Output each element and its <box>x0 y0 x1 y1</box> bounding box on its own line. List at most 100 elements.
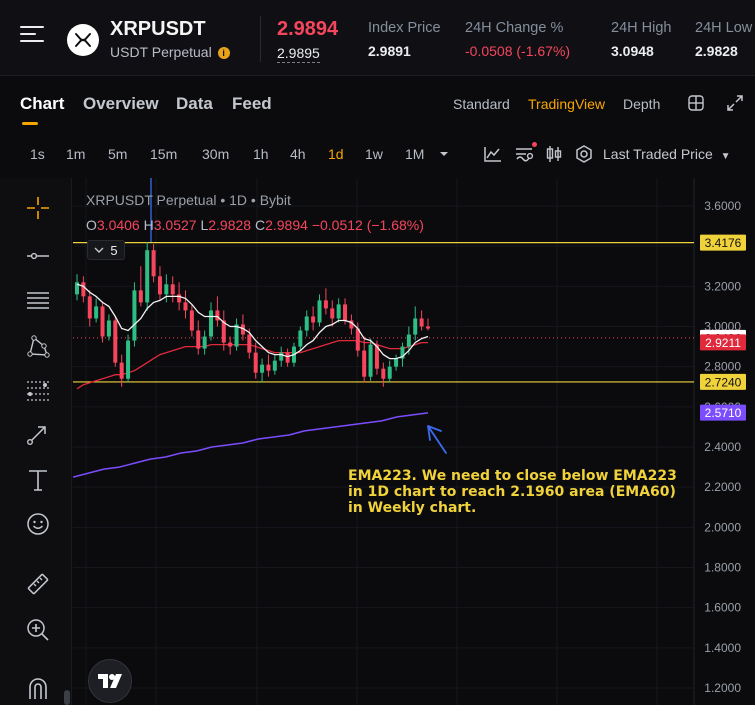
candle-body <box>368 344 373 377</box>
view-depth[interactable]: Depth <box>623 96 661 112</box>
stat-24h-change: 24H Change % -0.0508 (-1.67%) <box>465 20 570 59</box>
horizontal-line-icon[interactable] <box>22 240 54 272</box>
y-tick-label: 3.2000 <box>704 279 741 293</box>
tab-data[interactable]: Data <box>176 94 213 113</box>
interval-1s[interactable]: 1s <box>30 146 45 162</box>
candle-body <box>298 330 303 347</box>
candle-body <box>209 310 214 337</box>
price-type-select[interactable]: Last Traded Price ▼ <box>603 146 731 162</box>
favorites-toggle[interactable]: 5 <box>87 240 125 260</box>
main-tabs: Chart Overview Data Feed Standard Tradin… <box>0 86 755 126</box>
tab-overview[interactable]: Overview <box>83 94 159 113</box>
last-price: 2.9894 <box>277 18 339 40</box>
interval-1h[interactable]: 1h <box>253 146 269 162</box>
change-value: −0.0512 (−1.68%) <box>311 217 424 233</box>
interval-30m[interactable]: 30m <box>202 146 230 162</box>
candle-body <box>413 318 418 335</box>
interval-1w[interactable]: 1w <box>365 146 383 162</box>
interval-bar: 1s 1m 5m 15m 30m 1h 4h 1d 1w 1M Last Tra… <box>0 136 755 172</box>
candle-body <box>387 366 392 379</box>
candle-body <box>157 276 162 295</box>
candle-body <box>138 290 143 303</box>
contract-type-label: USDT Perpetual <box>110 44 212 60</box>
y-tick-label: 2.2000 <box>704 480 741 494</box>
view-tradingview[interactable]: TradingView <box>528 96 606 112</box>
crosshair-icon[interactable] <box>22 192 54 224</box>
candle-body <box>113 320 118 363</box>
indicators-icon[interactable] <box>514 144 534 164</box>
price-chart[interactable]: 3.60003.40003.20003.00002.80002.60002.40… <box>73 178 755 705</box>
candle-body <box>400 346 405 359</box>
candle-body <box>285 352 290 363</box>
symbol-name[interactable]: XRPUSDT <box>110 18 206 40</box>
interval-1M[interactable]: 1M <box>405 146 425 162</box>
y-tick-label: 1.6000 <box>704 601 741 615</box>
info-icon[interactable]: i <box>217 47 230 59</box>
candle-body <box>355 328 360 351</box>
candle-body <box>362 350 367 377</box>
candle-type-icon[interactable] <box>544 144 564 164</box>
candle-body <box>145 250 150 303</box>
interval-5m[interactable]: 5m <box>108 146 128 162</box>
interval-4h[interactable]: 4h <box>290 146 306 162</box>
candle-body <box>426 326 430 329</box>
candle-body <box>196 330 201 349</box>
stat-value: 2.9828 <box>695 43 738 59</box>
interval-1m[interactable]: 1m <box>66 146 86 162</box>
parallel-channel-icon[interactable] <box>22 284 54 316</box>
indicator-chart-icon[interactable] <box>483 144 503 164</box>
text-tool-icon[interactable] <box>22 464 54 496</box>
stat-24h-low: 24H Low 2.9828 <box>695 20 755 59</box>
brush-arrow-icon[interactable] <box>22 418 54 450</box>
price-type-label: Last Traded Price <box>603 146 713 162</box>
candle-body <box>126 340 131 379</box>
more-intervals-chevron-icon[interactable] <box>437 148 451 160</box>
toolbar-scrollbar[interactable] <box>64 690 70 705</box>
tradingview-logo-icon[interactable] <box>88 659 132 703</box>
mark-price[interactable]: 2.9895 <box>277 45 320 63</box>
candle-body <box>240 324 245 335</box>
candle-body <box>311 316 316 323</box>
candle-body <box>394 358 399 367</box>
settings-hexagon-icon[interactable] <box>574 144 594 164</box>
candle-body <box>119 362 124 379</box>
stat-index-price: Index Price 2.9891 <box>368 20 441 59</box>
candle-body <box>247 334 252 353</box>
candle-body <box>189 310 194 331</box>
menu-icon[interactable] <box>20 26 44 50</box>
close-value: 2.9894 <box>265 217 308 233</box>
candle-body <box>266 364 271 371</box>
ruler-icon[interactable] <box>22 568 54 600</box>
candle-body <box>260 364 265 373</box>
notification-dot <box>532 142 537 147</box>
fullscreen-icon[interactable] <box>726 94 744 112</box>
emoji-icon[interactable] <box>22 508 54 540</box>
candle-body <box>202 336 207 349</box>
candle-body <box>419 318 424 327</box>
fib-retracement-icon[interactable] <box>22 374 54 406</box>
magnet-icon[interactable] <box>22 672 54 704</box>
zoom-in-icon[interactable] <box>22 614 54 646</box>
candle-body <box>151 250 156 277</box>
interval-15m[interactable]: 15m <box>150 146 178 162</box>
open-value: 3.0406 <box>96 217 140 233</box>
candle-body <box>330 308 335 319</box>
view-standard[interactable]: Standard <box>453 96 510 112</box>
candle-body <box>343 304 348 321</box>
layout-grid-icon[interactable] <box>688 95 704 111</box>
y-tick-label: 2.8000 <box>704 360 741 374</box>
pattern-tool-icon[interactable] <box>22 330 54 362</box>
close-label: C <box>254 217 266 233</box>
candle-body <box>87 296 92 319</box>
tab-chart[interactable]: Chart <box>20 94 65 113</box>
tab-feed[interactable]: Feed <box>232 94 272 113</box>
candle-body <box>164 284 169 295</box>
candle-body <box>323 300 328 309</box>
candle-body <box>132 290 137 341</box>
price-label-text: 3.4176 <box>705 236 742 250</box>
active-tab-indicator <box>22 122 38 125</box>
candle-body <box>279 352 284 361</box>
ticker-header: XRPUSDT USDT Perpetual i 2.9894 2.9895 In… <box>0 0 755 76</box>
interval-1d[interactable]: 1d <box>328 146 344 162</box>
y-tick-label: 2.4000 <box>704 440 741 454</box>
